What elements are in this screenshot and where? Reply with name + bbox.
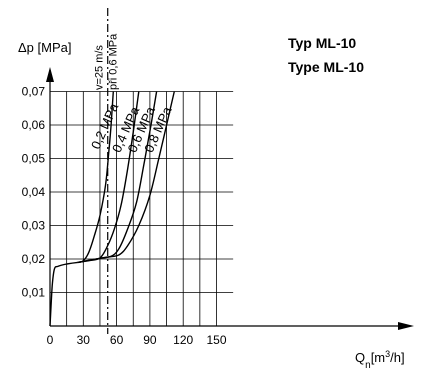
series-curve: [77, 91, 114, 264]
y-axis-arrow: [46, 67, 54, 82]
tick-labels: 0 30 60 90 120 150 0,01 0,02 0,03 0,04 0,05 0,06 0,0…: [22, 85, 227, 348]
y-tick-label: 0,03: [22, 219, 46, 233]
reference-line-label: při 0,6 MPa: [108, 33, 120, 90]
y-tick-label: 0,06: [22, 118, 46, 132]
x-tick-label: 90: [143, 333, 157, 347]
x-tick-label: 120: [173, 333, 193, 347]
x-tick-label: 60: [110, 333, 124, 347]
y-tick-label: 0,02: [22, 252, 46, 266]
y-tick-label: 0,07: [22, 85, 46, 99]
x-axis-label-sub: n: [365, 360, 371, 369]
y-axis-label: Δp [MPa]: [18, 40, 71, 55]
labels: Typ ML-10 Type ML-10 Δp [MPa] Qn[m3/h] 0…: [18, 35, 405, 369]
curves: [49, 91, 175, 327]
x-axis-label-unit-pre: [m: [371, 350, 385, 365]
axes: [46, 67, 414, 330]
x-axis-label-main: Q: [355, 350, 365, 365]
chart-title-line-2: Type ML-10: [288, 59, 364, 75]
y-tick-label: 0,05: [22, 152, 46, 166]
x-axis-label-unit-post: /h]: [390, 350, 404, 365]
x-axis-label-sup: 3: [385, 349, 390, 359]
reference-line-label: v=25 m/s: [94, 45, 106, 90]
x-tick-label: 0: [47, 333, 54, 347]
common-start-curve: [49, 261, 78, 327]
x-tick-label: 30: [77, 333, 91, 347]
chart-title-line-1: Typ ML-10: [288, 35, 356, 51]
x-axis-arrow: [398, 322, 414, 330]
x-tick-label: 150: [206, 333, 226, 347]
x-axis-label: Qn[m3/h]: [355, 349, 405, 369]
series-curve: [77, 91, 175, 264]
y-tick-label: 0,04: [22, 185, 46, 199]
y-tick-label: 0,01: [22, 286, 46, 300]
